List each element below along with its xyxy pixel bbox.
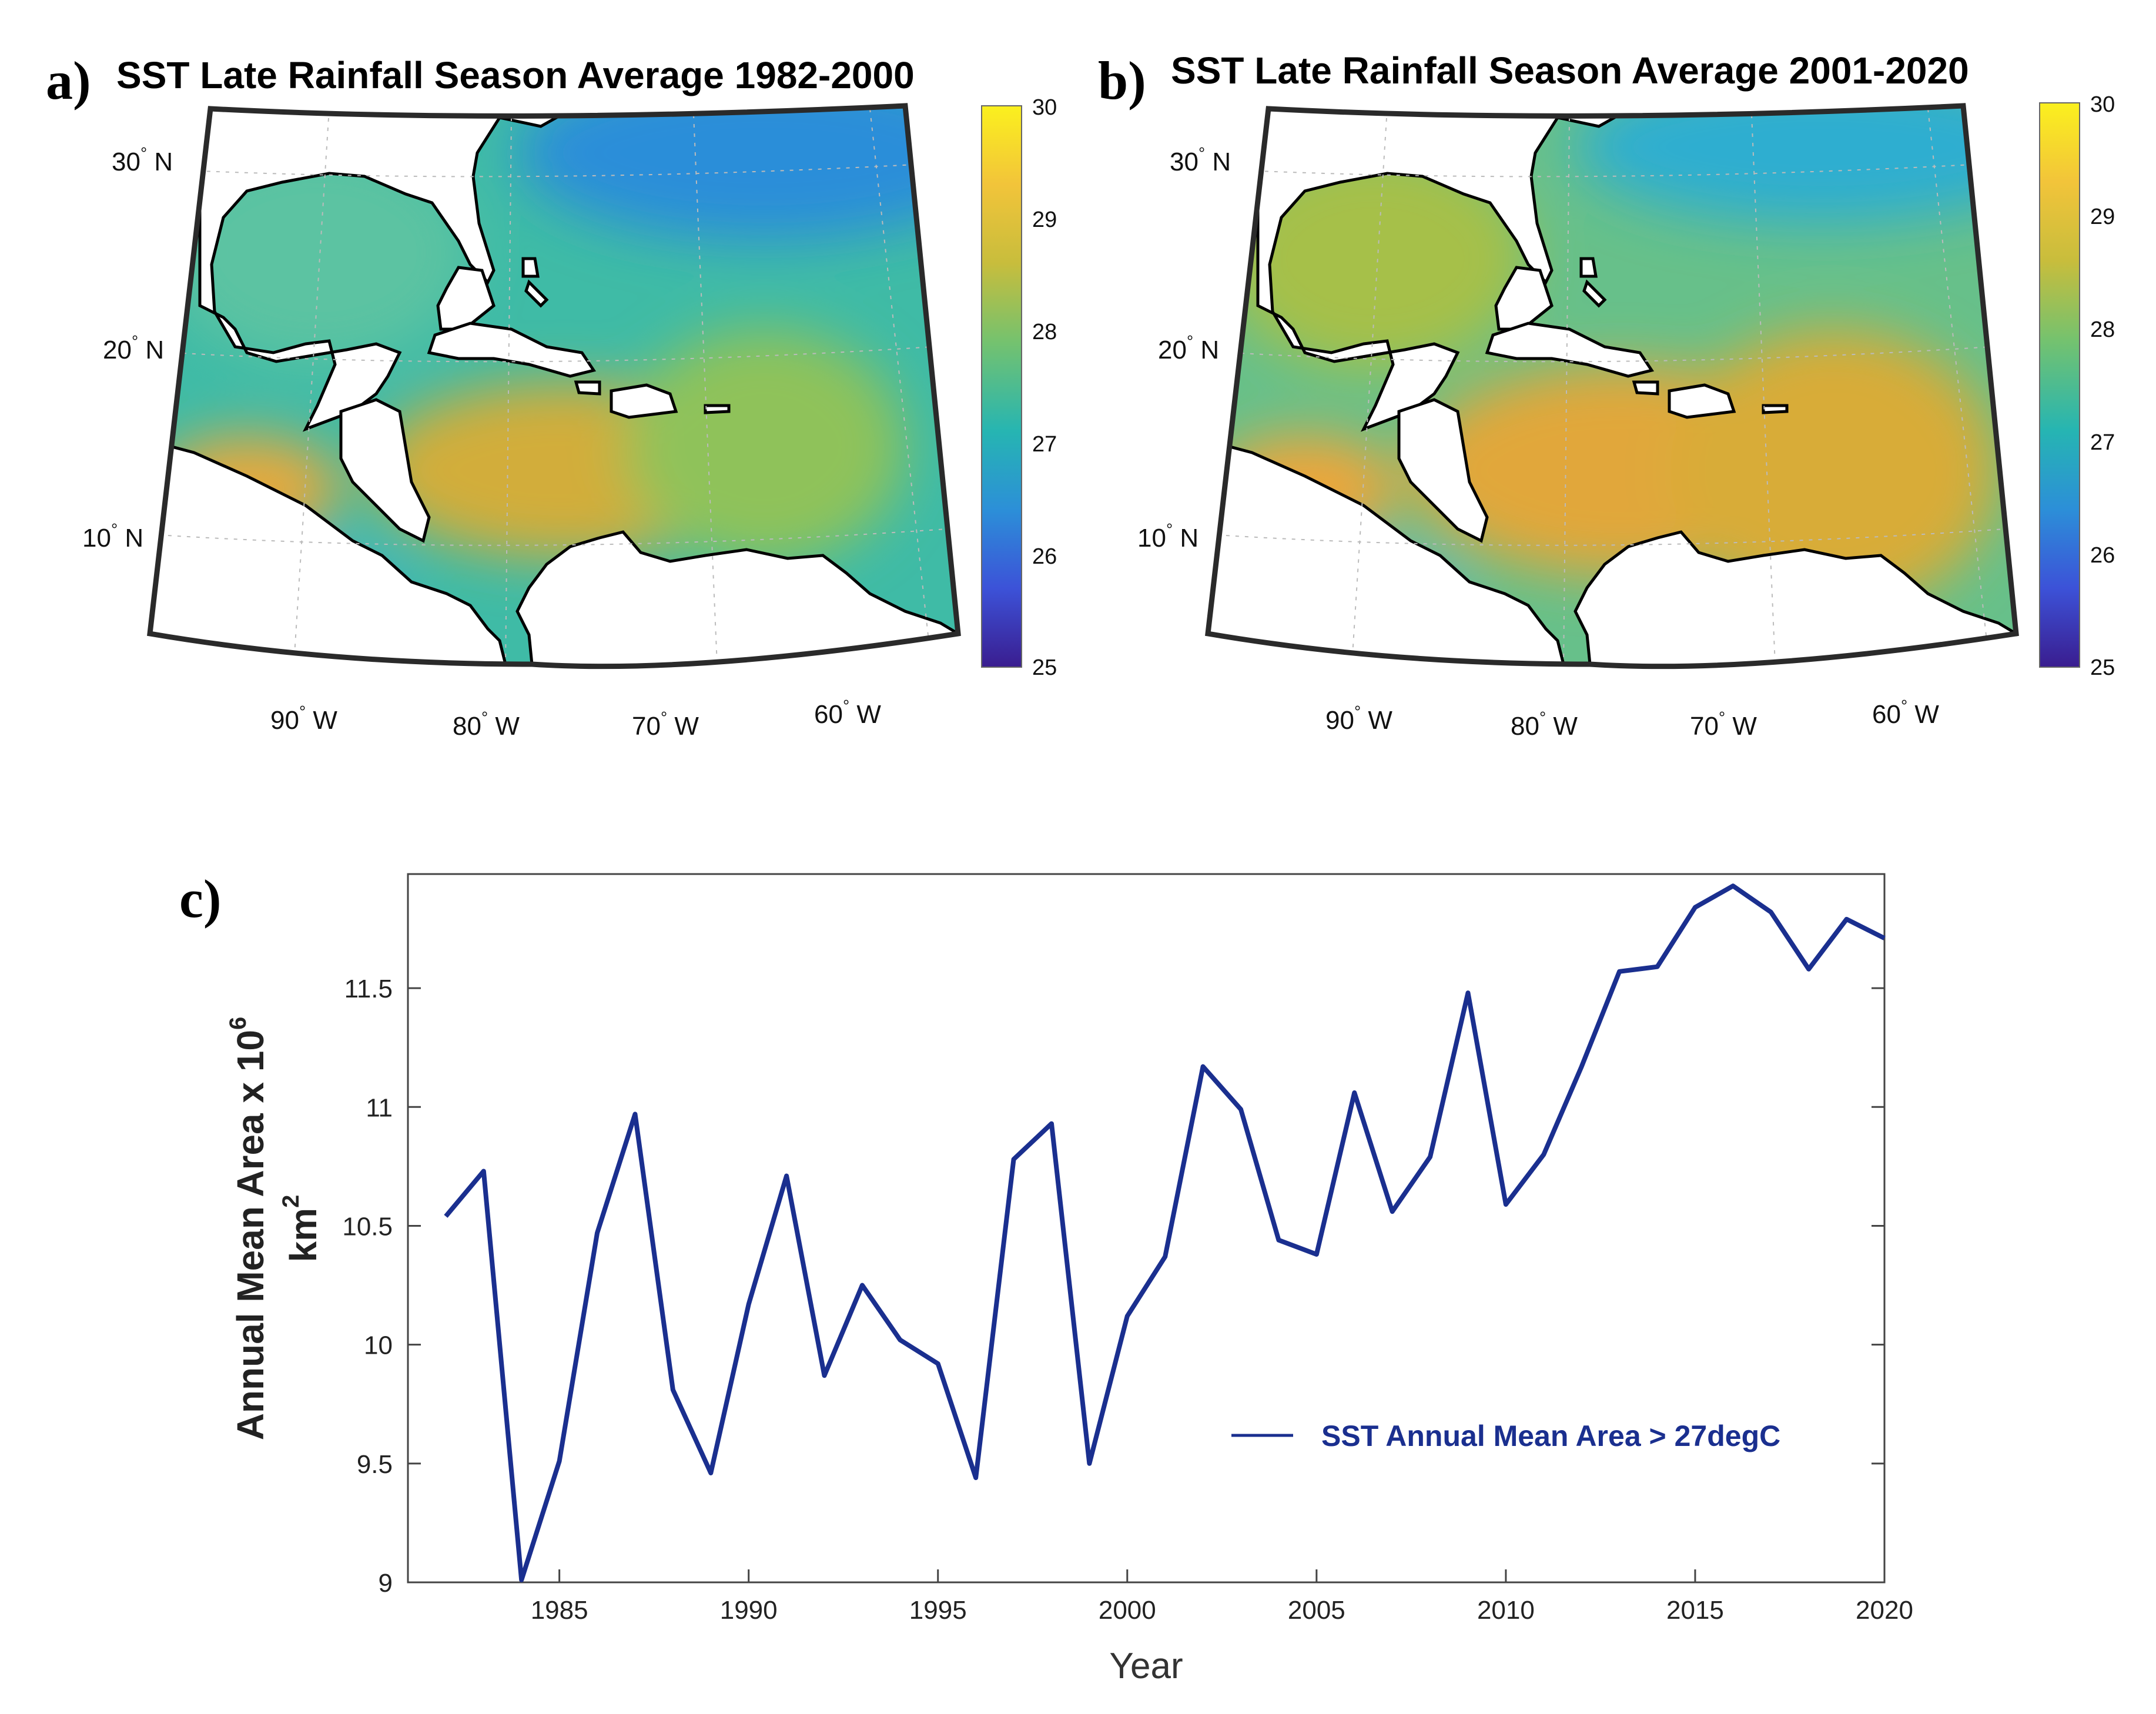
svg-text:25: 25	[1032, 655, 1057, 680]
series-line	[444, 883, 1886, 1582]
x-tick-label: 2010	[1477, 1596, 1535, 1625]
lat-labels-a: 30° N 20° N 10° N	[82, 144, 173, 553]
plot-frame	[407, 873, 1886, 1584]
svg-text:20° N: 20° N	[103, 332, 164, 364]
y-tick-label: 9.5	[357, 1450, 393, 1479]
sst-field-a	[150, 106, 958, 667]
sst-region-atlantic_south	[623, 329, 905, 564]
svg-text:28: 28	[1032, 320, 1057, 344]
x-axis-ticks: 1985 1990 1995 2000 2005 2010 2015 2020	[531, 1569, 1913, 1625]
svg-text:28: 28	[2090, 317, 2115, 342]
map-frame-a	[147, 103, 961, 669]
svg-text:26: 26	[1032, 544, 1057, 569]
svg-text:10° N: 10° N	[82, 520, 143, 553]
svg-text:27: 27	[2090, 430, 2115, 455]
y-axis-label-units: km2	[278, 1195, 324, 1263]
svg-text:70° W: 70° W	[1690, 708, 1757, 741]
sst-field-b	[1208, 106, 2016, 667]
graticule-a	[158, 108, 947, 667]
y-axis-ticks: 9 9.5 10 10.5 11 11.5	[342, 975, 1884, 1598]
sst-region-atlantic_south	[1669, 329, 1998, 611]
svg-text:70° W: 70° W	[632, 708, 699, 741]
land-b	[1208, 106, 2016, 667]
svg-text:30° N: 30° N	[1170, 144, 1231, 176]
map-panel-a: a) SST Late Rainfall Season Average 1982…	[46, 51, 1057, 741]
line-chart-panel: c) 1985 1990 1995 2000 2005 2010 2015 2020 9 9.5…	[179, 869, 1913, 1686]
svg-text:10° N: 10° N	[1137, 520, 1198, 553]
map-frame-b	[1205, 103, 2019, 669]
legend: SST Annual Mean Area > 27degC	[1231, 1420, 1780, 1452]
panel-label-b: b)	[1098, 51, 1146, 111]
graticule-b	[1216, 108, 2005, 667]
x-tick-label: 2020	[1856, 1596, 1913, 1625]
svg-text:80° W: 80° W	[453, 708, 520, 741]
svg-text:90° W: 90° W	[270, 702, 337, 735]
svg-text:25: 25	[2090, 655, 2115, 680]
colorbar-b: 30 29 28 27 26 25	[2039, 92, 2115, 680]
y-tick-label: 10	[364, 1331, 393, 1360]
lon-labels-a: 90° W 80° W 70° W 60° W	[270, 697, 881, 741]
x-tick-label: 2015	[1666, 1596, 1724, 1625]
panel-label-a: a)	[46, 51, 91, 111]
y-tick-label: 11	[366, 1093, 393, 1122]
lon-labels-b: 90° W 80° W 70° W 60° W	[1325, 697, 1939, 741]
x-axis-label: Year	[1109, 1646, 1183, 1686]
x-tick-label: 2000	[1099, 1596, 1156, 1625]
map-title-b: SST Late Rainfall Season Average 2001-20…	[1171, 49, 1969, 92]
map-title-a: SST Late Rainfall Season Average 1982-20…	[116, 54, 915, 96]
x-tick-label: 1985	[531, 1596, 588, 1625]
svg-text:80° W: 80° W	[1511, 708, 1578, 741]
lat-labels-b: 30° N 20° N 10° N	[1137, 144, 1231, 553]
y-axis-label: Annual Mean Area x 106	[225, 1017, 272, 1441]
svg-text:90° W: 90° W	[1325, 702, 1392, 735]
svg-text:30: 30	[1032, 95, 1057, 120]
sst-region-atlantic_north	[1575, 106, 2016, 223]
y-tick-label: 11.5	[344, 975, 393, 1003]
panel-label-c: c)	[179, 869, 221, 929]
colorbar-a: 30 29 28 27 26 25	[981, 95, 1057, 680]
land-a	[150, 106, 958, 667]
svg-text:60° W: 60° W	[814, 697, 881, 729]
svg-text:60° W: 60° W	[1872, 697, 1939, 729]
svg-text:30: 30	[2090, 92, 2115, 117]
svg-text:29: 29	[2090, 205, 2115, 229]
legend-entry: SST Annual Mean Area > 27degC	[1321, 1420, 1780, 1452]
y-tick-label: 9	[379, 1569, 393, 1598]
svg-text:30° N: 30° N	[112, 144, 173, 176]
x-tick-label: 1995	[909, 1596, 967, 1625]
x-tick-label: 2005	[1288, 1596, 1345, 1625]
svg-text:29: 29	[1032, 207, 1057, 232]
svg-text:27: 27	[1032, 432, 1057, 457]
svg-text:26: 26	[2090, 543, 2115, 568]
map-panel-b: b) SST Late Rainfall Season Average 2001…	[1098, 49, 2115, 741]
series-group	[444, 883, 1886, 1582]
sst-region-gulf	[1223, 147, 1528, 370]
y-tick-label: 10.5	[342, 1212, 393, 1241]
svg-text:20° N: 20° N	[1158, 332, 1219, 364]
x-tick-label: 1990	[720, 1596, 778, 1625]
